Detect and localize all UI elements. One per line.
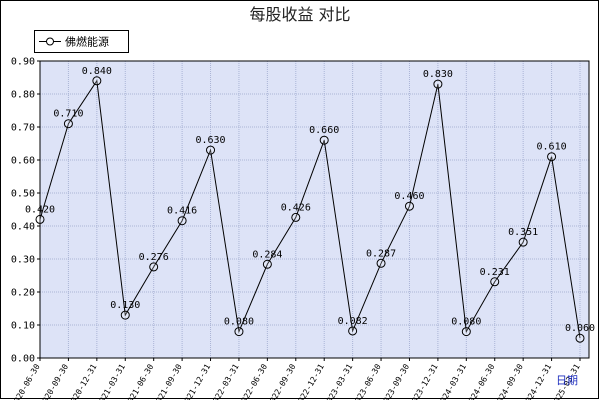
y-tick-label: 0.30 — [11, 255, 35, 266]
data-label: 0.287 — [366, 248, 396, 259]
series-eps: 0.420 0.710 0.840 0.130 0.276 0.416 0.630 0.080… — [25, 66, 595, 343]
y-tick-label: 0.80 — [11, 90, 35, 101]
data-label: 0.660 — [309, 125, 339, 136]
data-point — [319, 135, 329, 145]
data-point — [348, 326, 358, 336]
data-label: 0.231 — [480, 267, 510, 278]
y-tick-label: 0.20 — [11, 288, 35, 299]
data-point — [461, 327, 471, 337]
x-axis-unit: 日期 — [556, 374, 578, 387]
data-point — [92, 76, 102, 86]
plot-area — [40, 61, 589, 358]
legend-label: 佛燃能源 — [65, 35, 109, 49]
y-tick-label: 0.70 — [11, 123, 35, 134]
series-line — [39, 79, 581, 339]
data-point — [262, 259, 272, 269]
data-label: 0.420 — [25, 204, 55, 215]
legend-box — [34, 30, 129, 53]
y-tick-label: 0.50 — [11, 189, 35, 200]
data-point — [120, 310, 130, 320]
data-label: 0.080 — [224, 317, 254, 328]
data-point — [404, 201, 414, 211]
y-tick-label: 0.60 — [11, 156, 35, 167]
data-point — [177, 216, 187, 226]
data-point — [206, 145, 216, 155]
y-tick-label: 0.40 — [11, 222, 35, 233]
legend-marker — [46, 37, 54, 46]
data-label: 0.080 — [451, 317, 481, 328]
data-label: 0.610 — [537, 142, 567, 153]
data-label: 0.426 — [281, 202, 311, 213]
data-point — [376, 258, 386, 268]
data-point — [518, 237, 528, 247]
data-point — [35, 214, 45, 224]
y-tick-label: 0.00 — [11, 354, 35, 365]
data-point — [490, 277, 500, 287]
data-point — [149, 262, 159, 272]
data-label: 0.276 — [139, 252, 169, 263]
data-label: 0.130 — [110, 300, 140, 311]
data-label: 0.060 — [565, 323, 595, 334]
data-label: 0.351 — [508, 227, 538, 238]
data-point — [575, 333, 585, 343]
data-point — [433, 79, 443, 89]
y-tick-label: 0.10 — [11, 321, 35, 332]
y-tick-label: 0.90 — [11, 57, 35, 68]
data-point — [63, 119, 73, 129]
data-label: 0.416 — [167, 206, 197, 217]
data-label: 0.840 — [82, 66, 112, 77]
data-label: 0.284 — [252, 249, 282, 260]
grid-lines — [40, 61, 589, 358]
data-point — [547, 152, 557, 162]
data-point — [291, 212, 301, 222]
data-label: 0.830 — [423, 69, 453, 80]
y-axis: 0.00 0.10 0.20 0.30 0.40 0.50 0.60 0.70 0.80 0.90 — [11, 57, 40, 365]
legend: 佛燃能源 — [34, 30, 129, 53]
data-point — [234, 327, 244, 337]
data-label: 0.460 — [394, 191, 424, 202]
data-label: 0.630 — [195, 135, 225, 146]
chart-title: 每股收益 对比 — [249, 5, 350, 24]
data-label: 0.710 — [53, 109, 83, 120]
data-label: 0.082 — [338, 316, 368, 327]
plot-border — [39, 60, 590, 359]
